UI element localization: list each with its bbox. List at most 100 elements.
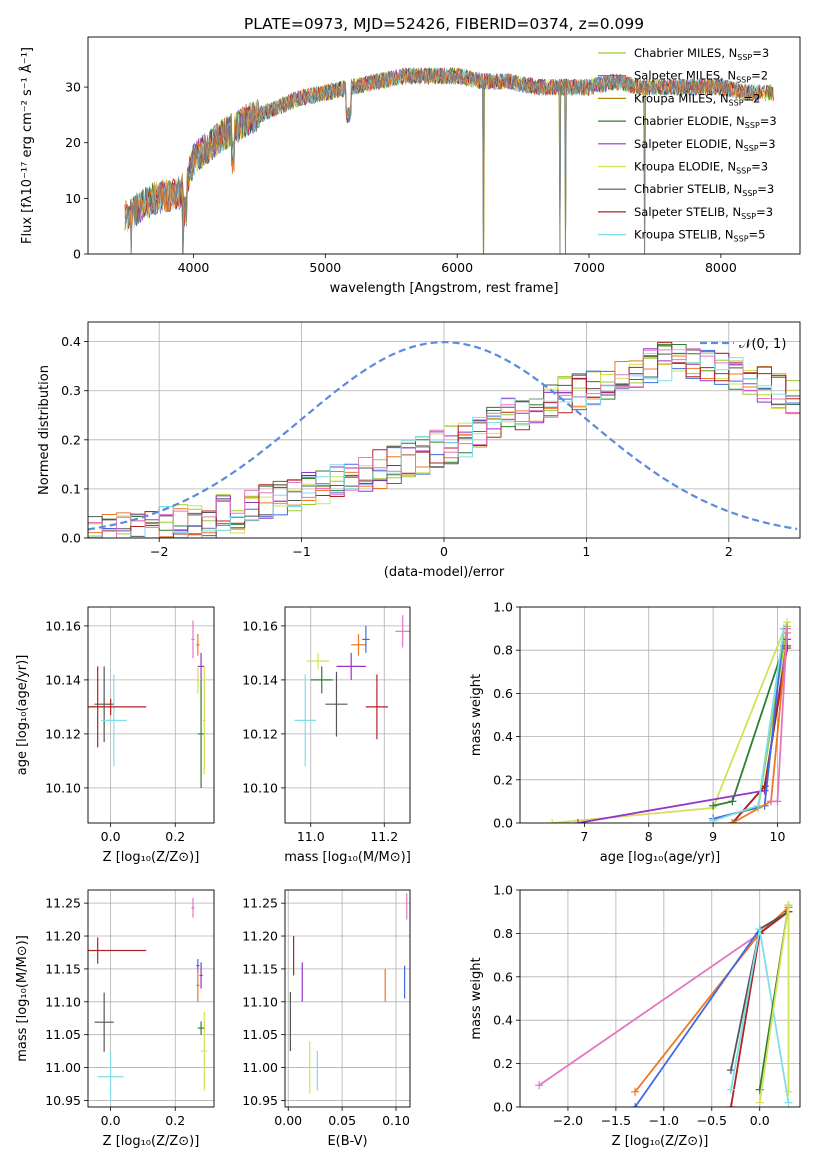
y-tick-label: 0.0 [61,531,81,546]
y-tick-label: 11.15 [242,961,278,976]
chart-mass-weight-vs-Z: −2.0 −1.5 −1.0 −0.5 0.0 0.0 0.2 0.4 0.6 0.8 1.0 Z [… [469,883,801,1149]
y-tick-label: 1.0 [493,600,513,615]
legend-entry: Kroupa STELIB, NSSP=5 [634,228,765,244]
error-bar-point [325,671,348,737]
plot-area [520,890,800,1107]
error-bar-point [307,652,330,670]
error-bar-point [362,625,370,653]
x-tick-label: 0.0 [101,829,121,844]
y-tick-label: 0 [73,247,81,262]
legend-entry: Kroupa MILES, NSSP=2 [634,91,760,107]
chart-mass-weight-vs-age: 7 8 9 10 0.0 0.2 0.4 0.6 0.8 1.0 age [log₁₀(age/yr… [469,600,801,865]
y-tick-label: 11.10 [242,994,278,1009]
y-axis-label: age [log₁₀(age/yr)] [15,655,30,776]
error-bar-point [191,620,195,659]
error-bar-point [97,1051,124,1102]
x-tick-label: 0.10 [382,1113,410,1128]
chart-mass-vs-ebv: 0.00 0.05 0.10 10.95 11.00 11.05 11.10 11.15 11.… [242,889,411,1149]
x-axis-label: (data-model)/error [384,565,505,580]
legend-entry: Salpeter MILES, NSSP=2 [634,69,768,85]
error-bar-point [197,679,205,788]
y-tick-label: 11.20 [45,929,81,944]
x-axis-label: age [log₁₀(age/yr)] [600,850,721,865]
legend-entry: Chabrier STELIB, NSSP=3 [634,182,774,198]
y-tick-label: 0.8 [493,926,513,941]
y-tick-label: 30 [65,80,81,95]
error-bar-point [201,1011,208,1091]
x-tick-label: −2 [150,544,168,559]
error-bar-point [191,897,195,918]
error-bar-point [196,968,200,1002]
spectrum-line [124,67,761,254]
y-tick-label: 11.00 [45,1060,81,1075]
y-axis-label: mass weight [469,674,484,756]
error-bar-point [365,674,388,740]
y-tick-label: 0.0 [493,816,513,831]
error-bar-point [202,666,206,775]
x-tick-label: 7 [580,829,588,844]
y-tick-label: 11.00 [242,1060,278,1075]
y-tick-label: 0.2 [493,772,513,787]
y-tick-label: 10.12 [242,726,278,741]
x-tick-label: −1.0 [649,1113,679,1128]
y-tick-label: 10.14 [242,672,278,687]
y-tick-label: 0.4 [61,334,81,349]
x-tick-label: 6000 [441,260,473,275]
weight-marker [728,819,737,823]
x-tick-label: 0 [440,544,448,559]
y-tick-label: 10.95 [45,1093,81,1108]
x-tick-label: 0.05 [328,1113,356,1128]
spectrum-line [124,67,774,228]
legend: Chabrier MILES, NSSP=3 Salpeter MILES, NS… [598,46,777,244]
x-tick-label: −1 [292,544,310,559]
plot-area [124,67,774,254]
weight-marker [709,816,718,823]
error-bar-point [310,666,333,694]
error-bar-point [199,962,203,989]
y-tick-label: 11.10 [45,994,81,1009]
y-tick-label: 0.6 [493,969,513,984]
weight-marker [755,1098,764,1107]
axes-frame [87,889,215,1108]
x-tick-label: 0.0 [750,1113,770,1128]
weight-marker [754,801,763,810]
x-tick-label: −1.5 [601,1113,631,1128]
y-tick-label: 11.25 [45,896,81,911]
gaussian-curve [88,341,798,531]
axes-frame [519,889,801,1108]
error-bar-point [294,674,317,767]
y-tick-label: 10.10 [45,780,81,795]
error-bar-point [196,634,200,656]
legend-entry: Salpeter STELIB, NSSP=3 [634,205,773,221]
y-tick-label: 0.2 [61,432,81,447]
chart-age-vs-mass: 11.0 11.2 10.10 10.12 10.14 10.16 mass [log₁₀(… [242,606,411,865]
y-tick-label: 11.15 [45,961,81,976]
weight-marker [709,801,718,810]
y-axis-label: mass [log₁₀(M/M⊙)] [15,935,30,1062]
y-tick-label: 0.4 [493,729,513,744]
weight-line [712,626,788,820]
histogram-step [88,349,800,538]
x-axis-label: Z [log₁₀(Z/Z⊙)] [103,1134,200,1149]
y-tick-label: 10.10 [242,780,278,795]
y-tick-label: 11.20 [242,929,278,944]
legend-entry: Chabrier ELODIE, NSSP=3 [634,114,777,130]
plot-area [285,607,410,823]
x-tick-label: 11.2 [370,829,398,844]
weight-line [634,928,761,1107]
axes-frame [87,36,801,255]
plot-area [88,322,800,538]
y-tick-label: 1.0 [493,883,513,898]
x-tick-label: 4000 [178,260,210,275]
x-tick-label: 10 [770,829,786,844]
weight-marker [773,797,782,806]
error-bar-point [336,652,366,680]
plot-area [520,607,800,823]
x-axis-label: Z [log₁₀(Z/Z⊙)] [612,1134,709,1149]
y-tick-label: 0.3 [61,383,81,398]
y-tick-label: 0.1 [61,481,81,496]
axes-frame [284,606,411,824]
error-bar-point [94,992,114,1052]
axes-frame [284,889,411,1108]
x-tick-label: 0.00 [274,1113,302,1128]
